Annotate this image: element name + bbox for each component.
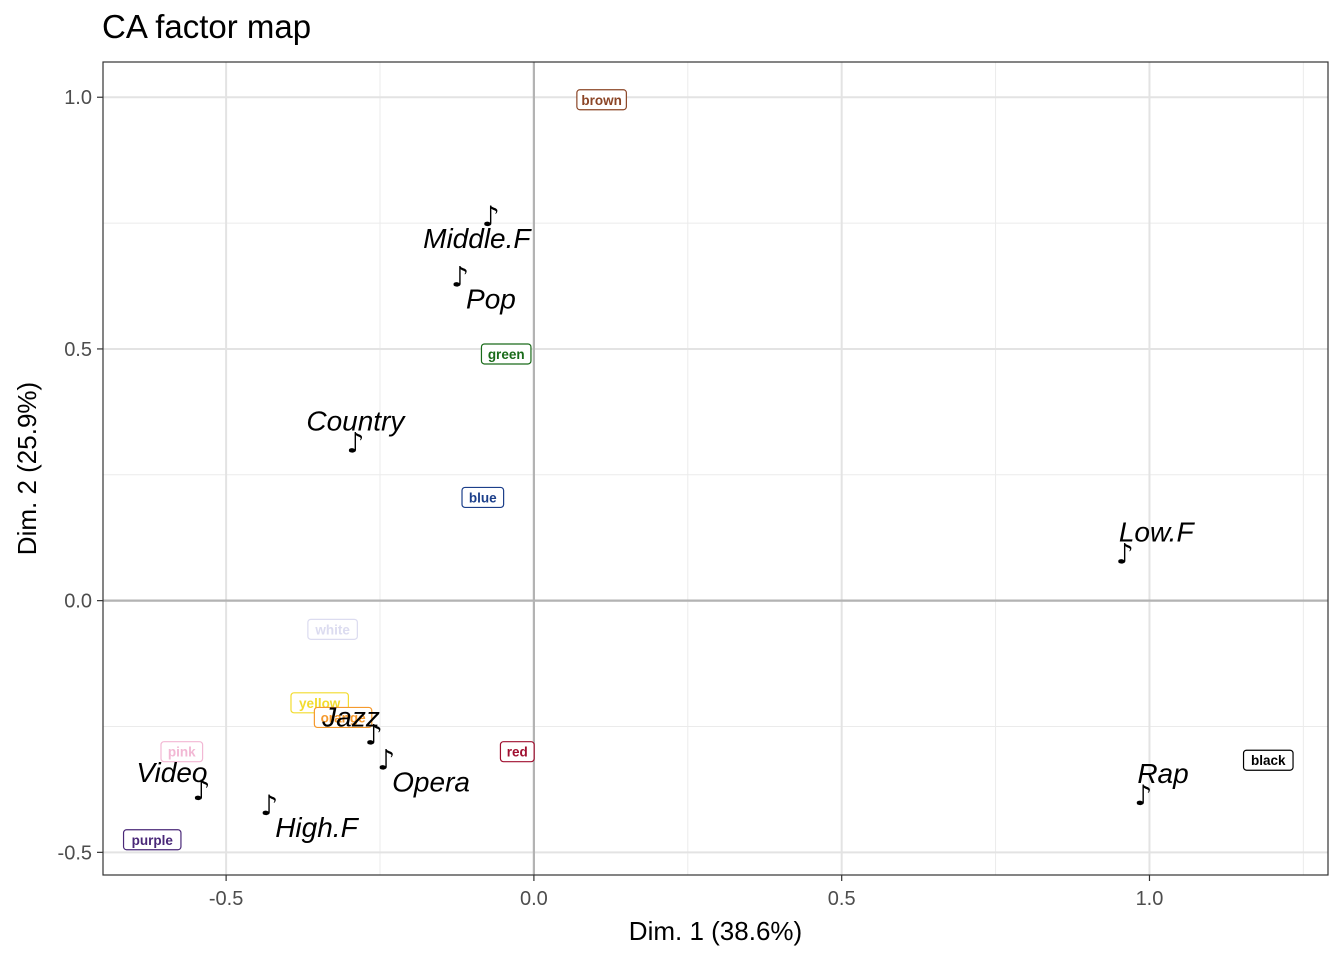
row-point-middle-f: ♪Middle.F: [423, 200, 532, 254]
row-point-video: ♪Video: [136, 757, 210, 807]
x-axis-title: Dim. 1 (38.6%): [629, 916, 802, 946]
column-label: orange: [321, 710, 367, 725]
y-tick-label: 0.5: [64, 339, 92, 361]
column-label-box: [461, 486, 505, 509]
x-tick-label: 1.0: [1136, 888, 1164, 910]
y-tick-label: 1.0: [64, 87, 92, 109]
column-label-box: [480, 343, 532, 365]
column-point-orange: orange: [313, 706, 373, 729]
zero-reference-lines: [103, 62, 1328, 875]
column-point-purple: purple: [122, 829, 182, 851]
column-label: blue: [469, 490, 497, 505]
row-label: Low.F: [1119, 516, 1196, 547]
column-point-black: black: [1242, 749, 1294, 771]
column-point-pink: pink: [160, 741, 204, 763]
column-label: black: [1251, 753, 1286, 768]
column-label-box: [122, 829, 182, 851]
panel-border: [102, 61, 1329, 876]
music-note-icon: ♪: [377, 744, 395, 777]
column-label-box: [313, 706, 373, 729]
column-label: purple: [132, 833, 174, 848]
column-point-white: white: [307, 618, 358, 640]
row-label: Middle.F: [423, 223, 532, 254]
music-note-icon: ♪: [451, 260, 469, 293]
y-axis-title: Dim. 2 (25.9%): [12, 382, 42, 555]
column-label-box: [1242, 749, 1294, 771]
row-label: Jazz: [321, 702, 380, 733]
row-point-country: ♪Country: [306, 406, 406, 460]
column-label-box: [307, 618, 358, 640]
y-axis-ticks: -0.5 0.0 0.5 1.0: [58, 87, 103, 864]
column-points: browngreenbluewhiteyelloworangeredpinkpu…: [122, 89, 1294, 851]
column-point-green: green: [480, 343, 532, 365]
row-point-rap: ♪Rap: [1134, 758, 1188, 812]
column-label-box: [160, 741, 204, 763]
row-label: Country: [306, 406, 406, 437]
row-label: Rap: [1137, 758, 1188, 789]
column-label: pink: [168, 745, 196, 760]
column-label-box: [499, 741, 535, 763]
row-label: Pop: [466, 283, 516, 314]
music-note-icon: ♪: [1134, 779, 1152, 812]
column-point-red: red: [499, 741, 535, 763]
column-label: white: [314, 622, 350, 637]
music-note-icon: ♪: [482, 200, 500, 233]
row-point-jazz: ♪Jazz: [321, 702, 383, 752]
music-note-icon: ♪: [346, 427, 364, 460]
row-label: Opera: [392, 767, 470, 798]
column-label: brown: [581, 93, 622, 108]
chart-title: CA factor map: [102, 8, 312, 45]
row-label: High.F: [275, 812, 359, 843]
major-grid: [103, 62, 1328, 875]
column-label-box: [576, 89, 627, 111]
row-point-high-f: ♪High.F: [260, 789, 359, 843]
column-point-blue: blue: [461, 486, 505, 509]
row-points: ♪Middle.F♪Pop♪Country♪Low.F♪Jazz♪Opera♪V…: [136, 200, 1195, 843]
row-point-pop: ♪Pop: [451, 260, 516, 314]
row-point-low-f: ♪Low.F: [1116, 516, 1196, 570]
x-axis-ticks: -0.5 0.0 0.5 1.0: [209, 875, 1164, 910]
column-point-brown: brown: [576, 89, 627, 111]
music-note-icon: ♪: [193, 774, 211, 807]
x-tick-label: 0.5: [828, 888, 856, 910]
row-label: Video: [136, 757, 207, 788]
y-tick-label: 0.0: [64, 591, 92, 613]
x-tick-label: -0.5: [209, 888, 243, 910]
column-label: red: [507, 745, 528, 760]
music-note-icon: ♪: [365, 719, 383, 752]
column-label: green: [488, 347, 525, 362]
minor-grid: [103, 62, 1328, 875]
music-note-icon: ♪: [260, 789, 278, 822]
x-tick-label: 0.0: [520, 888, 548, 910]
music-note-icon: ♪: [1116, 537, 1134, 570]
y-tick-label: -0.5: [58, 842, 92, 864]
row-point-opera: ♪Opera: [377, 744, 470, 798]
